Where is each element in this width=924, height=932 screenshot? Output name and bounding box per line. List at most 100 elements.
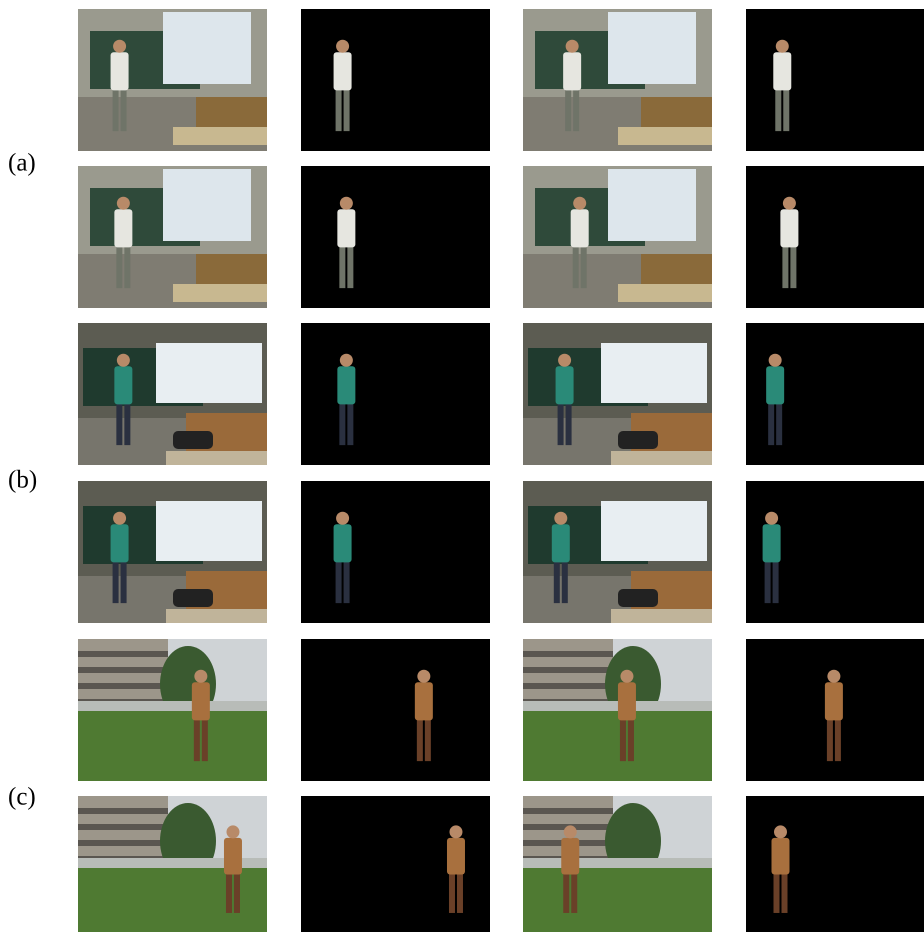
head — [775, 39, 789, 53]
desk — [173, 127, 267, 145]
torso — [223, 837, 242, 875]
image-cell — [746, 796, 924, 932]
image-cell — [523, 323, 712, 465]
head — [449, 825, 463, 839]
head — [116, 196, 130, 210]
leg — [335, 557, 342, 604]
image-cell — [78, 9, 267, 151]
leg — [773, 869, 780, 913]
bag — [618, 431, 658, 449]
window-row — [78, 824, 168, 830]
group-label: (a) — [8, 150, 36, 177]
screen — [608, 12, 696, 84]
desk — [166, 451, 267, 465]
leg — [553, 557, 560, 604]
screen — [156, 501, 262, 561]
image-cell — [78, 639, 267, 781]
image-cell — [78, 323, 267, 465]
desk — [618, 284, 712, 302]
torso — [110, 52, 129, 91]
grass — [523, 868, 712, 932]
image-cell — [523, 639, 712, 781]
torso — [773, 52, 792, 91]
image-cell — [301, 481, 490, 623]
leg — [124, 399, 131, 446]
head — [573, 196, 587, 210]
head — [336, 511, 350, 525]
torso — [551, 524, 570, 563]
head — [339, 353, 353, 367]
leg — [790, 242, 797, 289]
head — [765, 511, 779, 525]
image-cell — [78, 166, 267, 308]
desk — [641, 254, 712, 286]
leg — [347, 399, 354, 446]
desk — [641, 97, 712, 129]
window-row — [78, 840, 168, 846]
torso — [337, 366, 356, 405]
torso — [563, 52, 582, 91]
head — [768, 353, 782, 367]
image-cell — [78, 481, 267, 623]
image-cell — [301, 166, 490, 308]
torso — [780, 209, 799, 248]
head — [339, 196, 353, 210]
head — [336, 39, 350, 53]
leg — [834, 715, 841, 762]
window-row — [523, 651, 613, 657]
background — [301, 481, 490, 623]
leg — [112, 557, 119, 604]
background — [746, 9, 924, 151]
head — [565, 39, 579, 53]
leg — [335, 85, 342, 132]
leg — [563, 869, 570, 913]
leg — [339, 399, 346, 446]
image-cell — [78, 796, 267, 932]
screen — [601, 501, 707, 561]
leg — [768, 399, 775, 446]
leg — [781, 869, 788, 913]
torso — [555, 366, 574, 405]
desk — [611, 609, 712, 623]
leg — [233, 869, 240, 913]
image-cell — [523, 481, 712, 623]
leg — [561, 557, 568, 604]
background — [301, 9, 490, 151]
leg — [573, 85, 580, 132]
leg — [565, 85, 572, 132]
leg — [116, 242, 123, 289]
torso — [414, 682, 433, 721]
leg — [347, 242, 354, 289]
group-label: (c) — [8, 784, 36, 811]
leg — [448, 869, 455, 913]
desk — [196, 254, 267, 286]
leg — [572, 242, 579, 289]
desk — [166, 609, 267, 623]
head — [113, 39, 127, 53]
leg — [120, 557, 127, 604]
torso — [337, 209, 356, 248]
leg — [782, 242, 789, 289]
screen — [163, 169, 251, 241]
group-label: (b) — [8, 467, 37, 494]
torso — [446, 837, 465, 875]
window-row — [78, 683, 168, 689]
leg — [565, 399, 572, 446]
head — [782, 196, 796, 210]
head — [116, 353, 130, 367]
leg — [571, 869, 578, 913]
window-row — [78, 667, 168, 673]
screen — [156, 343, 262, 403]
window-row — [78, 651, 168, 657]
torso — [762, 524, 781, 563]
torso — [191, 682, 210, 721]
leg — [339, 242, 346, 289]
leg — [116, 399, 123, 446]
leg — [424, 715, 431, 762]
head — [827, 669, 841, 683]
image-cell — [301, 639, 490, 781]
leg — [456, 869, 463, 913]
torso — [771, 837, 790, 875]
torso — [333, 52, 352, 91]
